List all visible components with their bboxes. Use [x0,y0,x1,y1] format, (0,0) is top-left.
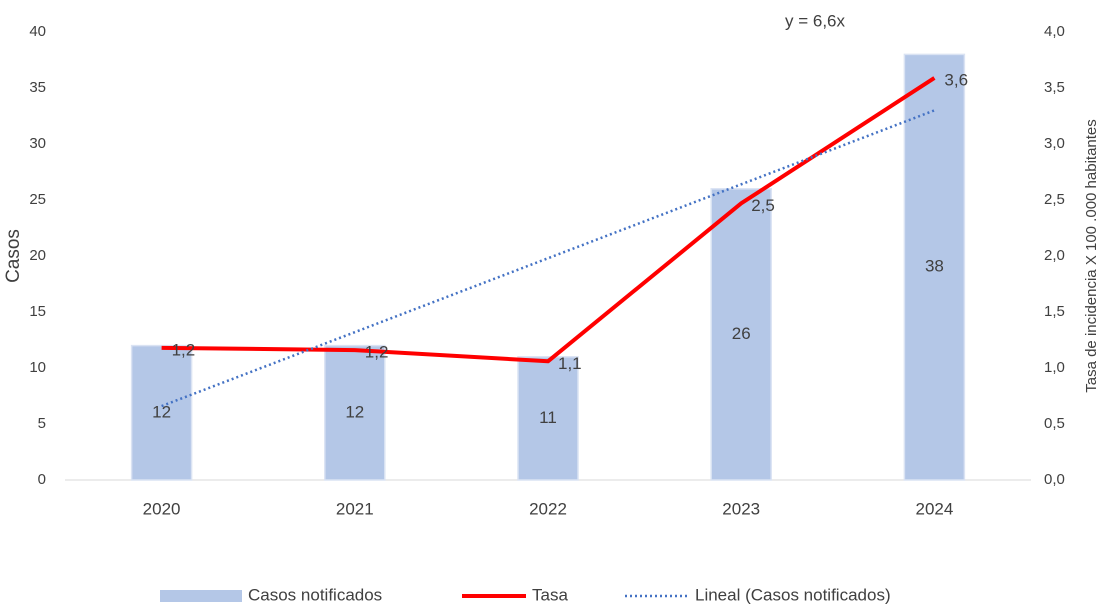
bar-value-label: 11 [539,408,557,427]
y2-tick-label: 1,5 [1044,303,1065,320]
bar [517,356,579,481]
y-tick-label: 35 [29,79,46,96]
x-tick-label: 2020 [143,499,181,518]
y-tick-label: 15 [29,303,46,320]
bar [130,344,193,481]
line-value-label: 1,1 [558,354,582,373]
bar [324,344,386,481]
line-value-label: 2,5 [751,196,775,215]
legend-label: Casos notificados [248,585,382,604]
bar-value-label: 12 [345,402,364,421]
y2-tick-label: 0,5 [1044,415,1065,432]
y-tick-label: 5 [38,415,46,432]
x-tick-label: 2022 [529,499,567,518]
y-tick-label: 0 [38,471,46,488]
y2-tick-label: 4,0 [1044,23,1065,40]
legend-label: Tasa [532,585,568,604]
y-tick-label: 25 [29,191,46,208]
bar-value-label: 26 [732,324,751,343]
line-value-label: 1,2 [172,340,196,359]
annotation: y = 6,6x [785,11,846,30]
y2-tick-label: 3,0 [1044,135,1065,152]
legend-swatch [160,590,242,602]
y2-tick-label: 3,5 [1044,79,1065,96]
line-value-label: 3,6 [944,70,968,89]
bar [710,188,772,481]
y-tick-label: 40 [29,23,46,40]
y2-tick-label: 2,0 [1044,247,1065,264]
y2-axis-title: Tasa de incidencia X 100 .000 habitantes [1083,119,1100,393]
y2-tick-label: 0,0 [1044,471,1065,488]
bar-value-label: 12 [152,402,171,421]
y-tick-label: 20 [29,247,46,264]
bar [903,53,966,481]
y2-tick-label: 1,0 [1044,359,1065,376]
y-tick-label: 10 [29,359,46,376]
line [161,76,936,364]
bar-value-label: 38 [925,257,944,276]
legend-label: Lineal (Casos notificados) [695,585,891,604]
y-axis-title: Casos [3,229,24,283]
line-value-label: 1,2 [365,343,389,362]
y-tick-label: 30 [29,135,46,152]
x-tick-label: 2023 [722,499,760,518]
x-tick-label: 2024 [915,499,953,518]
x-tick-label: 2021 [336,499,374,518]
y2-tick-label: 2,5 [1044,191,1065,208]
